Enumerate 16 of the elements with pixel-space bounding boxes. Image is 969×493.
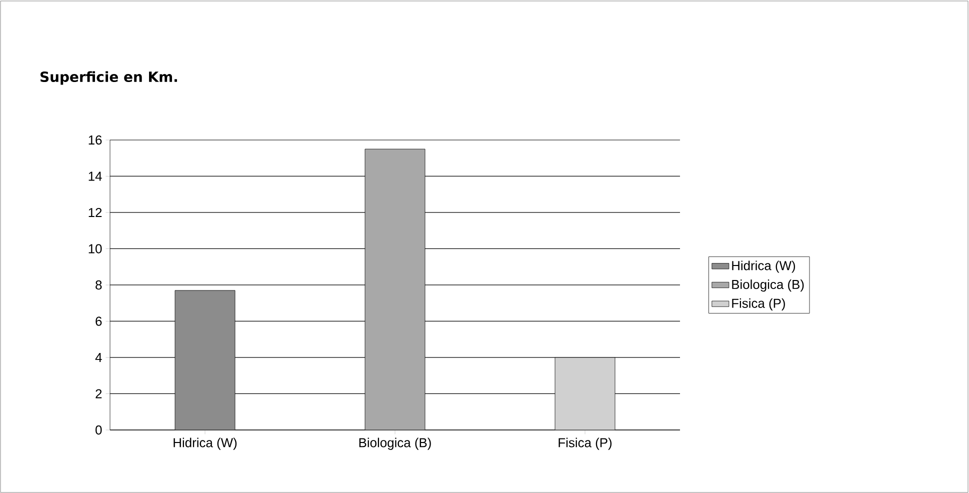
y-tick-label: 4 xyxy=(95,353,102,362)
y-tick-label: 0 xyxy=(96,425,102,435)
y-tick-label: 6 xyxy=(96,316,102,326)
y-tick-label: 14 xyxy=(88,172,102,181)
x-tick-label: Fisica (P) xyxy=(558,438,612,450)
y-tick-label: 12 xyxy=(88,208,102,218)
x-tick-label: Biologica (B) xyxy=(359,438,431,450)
legend-label: Hidrica (W) xyxy=(732,260,796,273)
legend-label: Fisica (P) xyxy=(732,298,785,310)
chart-title: Superficie en Km. xyxy=(40,71,177,85)
legend-label: Biologica (B) xyxy=(732,280,804,292)
y-tick-label: 10 xyxy=(88,244,102,254)
y-tick-label: 8 xyxy=(96,280,102,290)
y-tick-label: 2 xyxy=(96,389,102,398)
y-tick-label: 16 xyxy=(88,135,102,145)
x-tick-label: Hidrica (W) xyxy=(174,438,237,450)
